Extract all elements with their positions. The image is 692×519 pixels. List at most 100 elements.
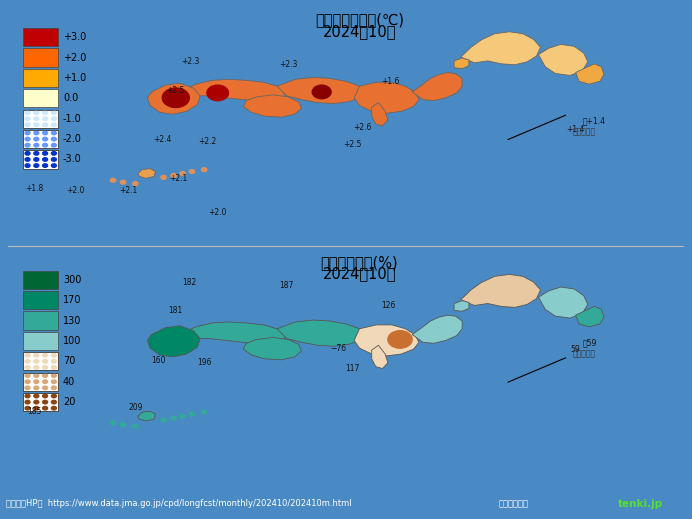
Circle shape [163, 88, 190, 107]
Circle shape [25, 366, 30, 369]
Circle shape [51, 386, 56, 390]
Circle shape [25, 158, 30, 161]
Text: 170: 170 [63, 295, 82, 305]
Bar [23, 110, 58, 128]
Text: +2.4: +2.4 [153, 135, 172, 144]
Circle shape [34, 366, 39, 369]
Polygon shape [461, 32, 540, 65]
Circle shape [43, 380, 48, 384]
Polygon shape [138, 411, 156, 421]
Text: +1.4: +1.4 [567, 125, 585, 134]
Circle shape [43, 366, 48, 369]
Circle shape [43, 111, 48, 114]
Circle shape [51, 152, 56, 155]
Text: +2.5: +2.5 [167, 87, 185, 95]
Text: 126: 126 [381, 301, 396, 310]
Circle shape [51, 374, 56, 377]
Polygon shape [181, 79, 286, 101]
Text: 2024年10月: 2024年10月 [322, 24, 397, 39]
Text: +2.0: +2.0 [208, 208, 227, 217]
Text: +2.3: +2.3 [181, 58, 200, 66]
Circle shape [207, 85, 228, 101]
Text: +2.6: +2.6 [354, 123, 372, 132]
Circle shape [34, 406, 39, 410]
Circle shape [43, 374, 48, 377]
Circle shape [34, 111, 39, 114]
Circle shape [34, 143, 39, 147]
Circle shape [161, 175, 166, 179]
Polygon shape [576, 64, 604, 84]
Circle shape [43, 158, 48, 161]
Bar [23, 270, 58, 289]
Bar [23, 291, 58, 309]
Bar [23, 352, 58, 371]
Text: −76: −76 [330, 344, 346, 353]
Circle shape [34, 152, 39, 155]
Text: 130: 130 [63, 316, 82, 325]
Text: 160: 160 [151, 356, 165, 365]
Circle shape [312, 85, 331, 99]
Circle shape [34, 158, 39, 161]
Text: 小笠原諸島: 小笠原諸島 [572, 128, 595, 136]
Text: tenki.jp: tenki.jp [618, 499, 663, 509]
Text: +2.1: +2.1 [170, 174, 188, 183]
Bar [23, 332, 58, 350]
Circle shape [180, 414, 185, 418]
Circle shape [110, 421, 116, 425]
Text: 20: 20 [63, 397, 75, 407]
Circle shape [120, 180, 126, 184]
Circle shape [34, 386, 39, 390]
Polygon shape [138, 169, 156, 179]
Text: 209: 209 [128, 403, 143, 412]
Text: +2.2: +2.2 [199, 138, 217, 146]
Polygon shape [147, 326, 200, 357]
Circle shape [51, 394, 56, 398]
Text: ・59: ・59 [583, 339, 597, 348]
Polygon shape [538, 287, 588, 318]
Text: 40: 40 [63, 377, 75, 387]
Circle shape [34, 117, 39, 120]
Polygon shape [412, 73, 462, 101]
Polygon shape [244, 337, 302, 360]
Text: +2.5: +2.5 [343, 140, 362, 149]
Text: +2.0: +2.0 [63, 52, 86, 63]
Circle shape [34, 123, 39, 127]
Polygon shape [461, 275, 540, 307]
Circle shape [133, 425, 138, 428]
Circle shape [25, 353, 30, 357]
Text: 59: 59 [571, 345, 581, 353]
Circle shape [51, 143, 56, 147]
Circle shape [25, 400, 30, 404]
Text: 【気象庁HP】  https://www.data.jma.go.jp/cpd/longfcst/monthly/202410/202410m.html: 【気象庁HP】 https://www.data.jma.go.jp/cpd/l… [6, 499, 351, 509]
Circle shape [51, 117, 56, 120]
Bar [23, 373, 58, 391]
Circle shape [43, 117, 48, 120]
Circle shape [34, 400, 39, 404]
Text: -3.0: -3.0 [63, 155, 82, 165]
Text: 182: 182 [182, 278, 197, 287]
Circle shape [25, 406, 30, 410]
Text: -1.0: -1.0 [63, 114, 82, 124]
Text: +2.1: +2.1 [120, 186, 138, 195]
Bar [23, 89, 58, 107]
Text: +2.3: +2.3 [280, 60, 298, 69]
Bar [23, 48, 58, 67]
Bar [23, 352, 58, 371]
Circle shape [51, 406, 56, 410]
Circle shape [51, 353, 56, 357]
Circle shape [161, 418, 166, 422]
Polygon shape [454, 58, 469, 69]
Circle shape [51, 366, 56, 369]
Circle shape [43, 123, 48, 127]
Circle shape [25, 111, 30, 114]
Text: 100: 100 [63, 336, 82, 346]
Circle shape [51, 360, 56, 363]
Circle shape [51, 138, 56, 141]
Polygon shape [244, 95, 302, 117]
Text: +1.0: +1.0 [63, 73, 86, 83]
Circle shape [25, 380, 30, 384]
Bar [23, 393, 58, 411]
Polygon shape [372, 103, 388, 126]
Circle shape [25, 117, 30, 120]
Circle shape [43, 152, 48, 155]
